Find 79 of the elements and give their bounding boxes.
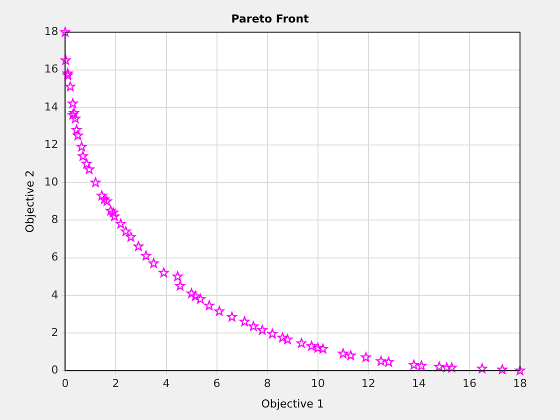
point	[384, 356, 394, 366]
point	[116, 218, 126, 228]
point	[158, 268, 169, 278]
point	[278, 332, 288, 342]
y-tick-label: 8	[51, 213, 58, 226]
point	[96, 190, 107, 200]
x-tick-label: 8	[264, 377, 271, 390]
point	[446, 362, 457, 372]
x-tick-label: 2	[112, 377, 120, 390]
y-tick-label: 14	[44, 100, 58, 114]
x-tick-label: 10	[310, 377, 325, 390]
point	[109, 211, 120, 221]
x-tick-label: 4	[162, 377, 170, 390]
point	[172, 271, 183, 281]
point	[267, 328, 278, 338]
point	[282, 334, 293, 344]
point	[60, 55, 71, 65]
point	[186, 288, 197, 298]
point	[204, 300, 214, 310]
point	[70, 113, 80, 123]
point	[312, 342, 323, 352]
point	[65, 82, 76, 92]
point	[257, 324, 268, 334]
chart-title: Pareto Front	[231, 12, 309, 26]
x-tick-label: 18	[513, 377, 527, 390]
point	[76, 142, 87, 152]
point	[102, 196, 112, 206]
point	[84, 164, 94, 174]
point	[360, 352, 371, 362]
point	[106, 206, 116, 216]
point	[60, 27, 70, 37]
point	[497, 364, 508, 374]
point	[338, 348, 348, 358]
x-tick-label: 14	[412, 377, 426, 390]
point	[195, 294, 206, 304]
point	[82, 158, 92, 168]
point	[72, 124, 82, 134]
point	[68, 98, 78, 108]
y-axis-title: Objective 2	[23, 170, 36, 233]
point	[416, 360, 426, 370]
point	[214, 306, 224, 316]
x-tick-label: 6	[213, 377, 220, 390]
point	[306, 340, 317, 350]
point	[175, 280, 186, 290]
x-tick-label: 0	[62, 377, 69, 390]
point	[477, 364, 488, 374]
y-tick-label: 12	[44, 138, 58, 151]
point	[434, 362, 444, 372]
point	[296, 338, 306, 348]
y-tick-label: 6	[51, 250, 58, 264]
y-tick-label: 4	[51, 288, 58, 302]
point	[72, 130, 83, 140]
point	[515, 365, 525, 375]
y-tick-label: 16	[44, 62, 58, 76]
point	[190, 291, 200, 301]
point	[120, 226, 131, 236]
point	[408, 360, 419, 370]
point	[90, 177, 100, 187]
point	[133, 241, 144, 251]
x-axis-title: Objective 1	[261, 397, 324, 410]
x-tick-label: 16	[462, 377, 476, 390]
point	[318, 344, 328, 354]
point	[442, 362, 452, 372]
point	[346, 350, 356, 360]
point	[141, 250, 152, 260]
point	[240, 316, 250, 326]
point	[108, 207, 118, 217]
point	[78, 151, 88, 161]
y-tick-label: 10	[44, 175, 58, 188]
y-tick-label: 2	[51, 326, 58, 339]
point	[99, 194, 110, 204]
x-tick-label: 12	[361, 377, 376, 390]
y-tick-label: 0	[51, 363, 58, 376]
point	[126, 232, 136, 242]
point	[248, 321, 258, 331]
point	[148, 258, 159, 268]
point	[376, 356, 386, 366]
point	[226, 312, 237, 322]
y-tick-label: 18	[44, 25, 58, 38]
